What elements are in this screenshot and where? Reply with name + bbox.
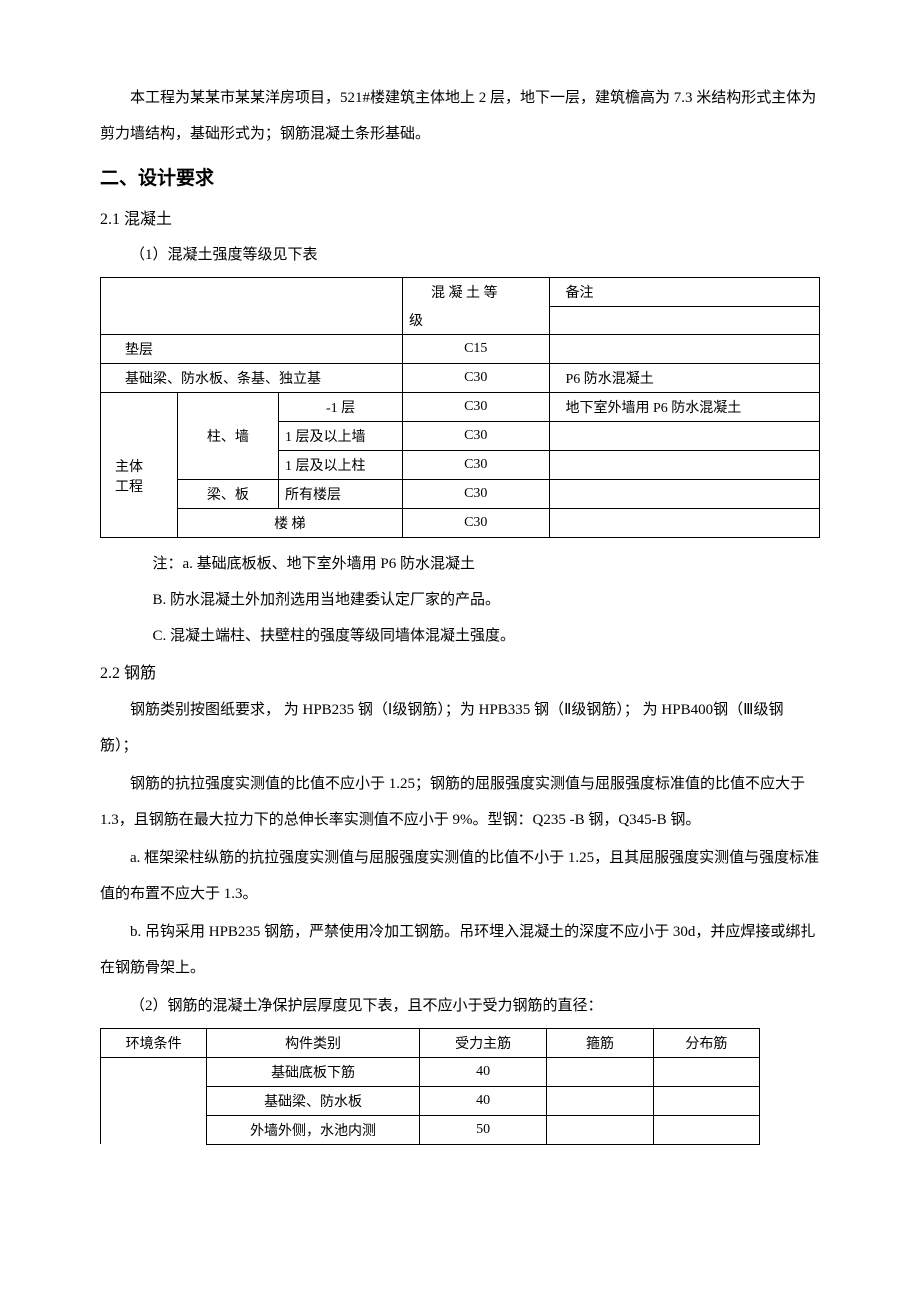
row-grade: C15 bbox=[403, 335, 550, 364]
col-grade-l2: 级 bbox=[403, 306, 550, 335]
row-v1: 40 bbox=[419, 1086, 547, 1115]
table-row: 楼 梯 C30 bbox=[101, 509, 820, 538]
sub-floor: 1 层及以上墙 bbox=[279, 422, 403, 451]
col-dist: 分布筋 bbox=[653, 1028, 759, 1057]
heading-concrete: 2.1 混凝土 bbox=[100, 202, 820, 237]
row-v2 bbox=[547, 1086, 653, 1115]
concrete-grade-table: 混 凝 土 等 备注 级 垫层 C15 基础梁、防水板、条基、独立基 C30 P… bbox=[100, 277, 820, 539]
rebar-p1: 钢筋类别按图纸要求， 为 HPB235 钢（Ⅰ级钢筋）；为 HPB335 钢（Ⅱ… bbox=[100, 692, 820, 764]
row-name: 基础梁、防水板 bbox=[207, 1086, 420, 1115]
col-stair: 楼 梯 bbox=[177, 509, 402, 538]
row-grade: C30 bbox=[403, 480, 550, 509]
table-row: 基础梁、防水板、条基、独立基 C30 P6 防水混凝土 bbox=[101, 364, 820, 393]
table-row: 垫层 C15 bbox=[101, 335, 820, 364]
row-name: 基础底板下筋 bbox=[207, 1057, 420, 1086]
row-name: 外墙外侧，水池内测 bbox=[207, 1115, 420, 1144]
table-row: 混 凝 土 等 备注 bbox=[101, 277, 820, 306]
row-note bbox=[549, 509, 820, 538]
note-b: B. 防水混凝土外加剂选用当地建委认定厂家的产品。 bbox=[100, 582, 820, 618]
row-v1: 50 bbox=[419, 1115, 547, 1144]
row-v2 bbox=[547, 1057, 653, 1086]
note-a: 注：a. 基础底板板、地下室外墙用 P6 防水混凝土 bbox=[100, 546, 820, 582]
note-c: C. 混凝土端柱、扶壁柱的强度等级同墙体混凝土强度。 bbox=[100, 618, 820, 654]
row-v1: 40 bbox=[419, 1057, 547, 1086]
heading-rebar: 2.2 钢筋 bbox=[100, 656, 820, 691]
row-name: 基础梁、防水板、条基、独立基 bbox=[101, 364, 403, 393]
row-grade: C30 bbox=[403, 451, 550, 480]
row-grade: C30 bbox=[403, 393, 550, 422]
rebar-p3: a. 框架梁柱纵筋的抗拉强度实测值与屈服强度实测值的比值不小于 1.25，且其屈… bbox=[100, 840, 820, 912]
table-row: 基础底板下筋 40 bbox=[101, 1057, 760, 1086]
row-v3 bbox=[653, 1086, 759, 1115]
row-grade: C30 bbox=[403, 364, 550, 393]
row-v3 bbox=[653, 1057, 759, 1086]
rebar-p2: 钢筋的抗拉强度实测值的比值不应小于 1.25；钢筋的屈服强度实测值与屈服强度标准… bbox=[100, 766, 820, 838]
sub-floor: 1 层及以上柱 bbox=[279, 451, 403, 480]
rebar-sub2: （2）钢筋的混凝土净保护层厚度见下表，且不应小于受力钢筋的直径： bbox=[100, 988, 820, 1024]
table-row: 环境条件 构件类别 受力主筋 箍筋 分布筋 bbox=[101, 1028, 760, 1057]
sub-floor: 所有楼层 bbox=[279, 480, 403, 509]
rebar-p4: b. 吊钩采用 HPB235 钢筋，严禁使用冷加工钢筋。吊环埋入混凝土的深度不应… bbox=[100, 914, 820, 986]
col-note: 备注 bbox=[549, 277, 820, 306]
table-row: 梁、板 所有楼层 C30 bbox=[101, 480, 820, 509]
row-note bbox=[549, 480, 820, 509]
col-env: 环境条件 bbox=[101, 1028, 207, 1057]
col-beam: 梁、板 bbox=[177, 480, 278, 509]
row-note bbox=[549, 335, 820, 364]
main-label: 主体 工程 bbox=[101, 393, 178, 538]
cover-thickness-table: 环境条件 构件类别 受力主筋 箍筋 分布筋 基础底板下筋 40 基础梁、防水板 … bbox=[100, 1028, 760, 1145]
col-hoop: 箍筋 bbox=[547, 1028, 653, 1057]
heading-design-requirements: 二、设计要求 bbox=[100, 158, 820, 200]
sub-floor: -1 层 bbox=[279, 393, 403, 422]
col-wall: 柱、墙 bbox=[177, 393, 278, 480]
row-grade: C30 bbox=[403, 509, 550, 538]
row-note bbox=[549, 422, 820, 451]
row-grade: C30 bbox=[403, 422, 550, 451]
row-note: 地下室外墙用 P6 防水混凝土 bbox=[549, 393, 820, 422]
col-grade: 混 凝 土 等 bbox=[403, 277, 550, 306]
row-note: P6 防水混凝土 bbox=[549, 364, 820, 393]
row-name: 垫层 bbox=[101, 335, 403, 364]
col-type: 构件类别 bbox=[207, 1028, 420, 1057]
row-v3 bbox=[653, 1115, 759, 1144]
intro-paragraph: 本工程为某某市某某洋房项目，521#楼建筑主体地上 2 层，地下一层，建筑檐高为… bbox=[100, 80, 820, 152]
row-note bbox=[549, 451, 820, 480]
table-row: 主体 工程 柱、墙 -1 层 C30 地下室外墙用 P6 防水混凝土 bbox=[101, 393, 820, 422]
col-main: 受力主筋 bbox=[419, 1028, 547, 1057]
concrete-sub1: （1）混凝土强度等级见下表 bbox=[100, 237, 820, 273]
row-v2 bbox=[547, 1115, 653, 1144]
